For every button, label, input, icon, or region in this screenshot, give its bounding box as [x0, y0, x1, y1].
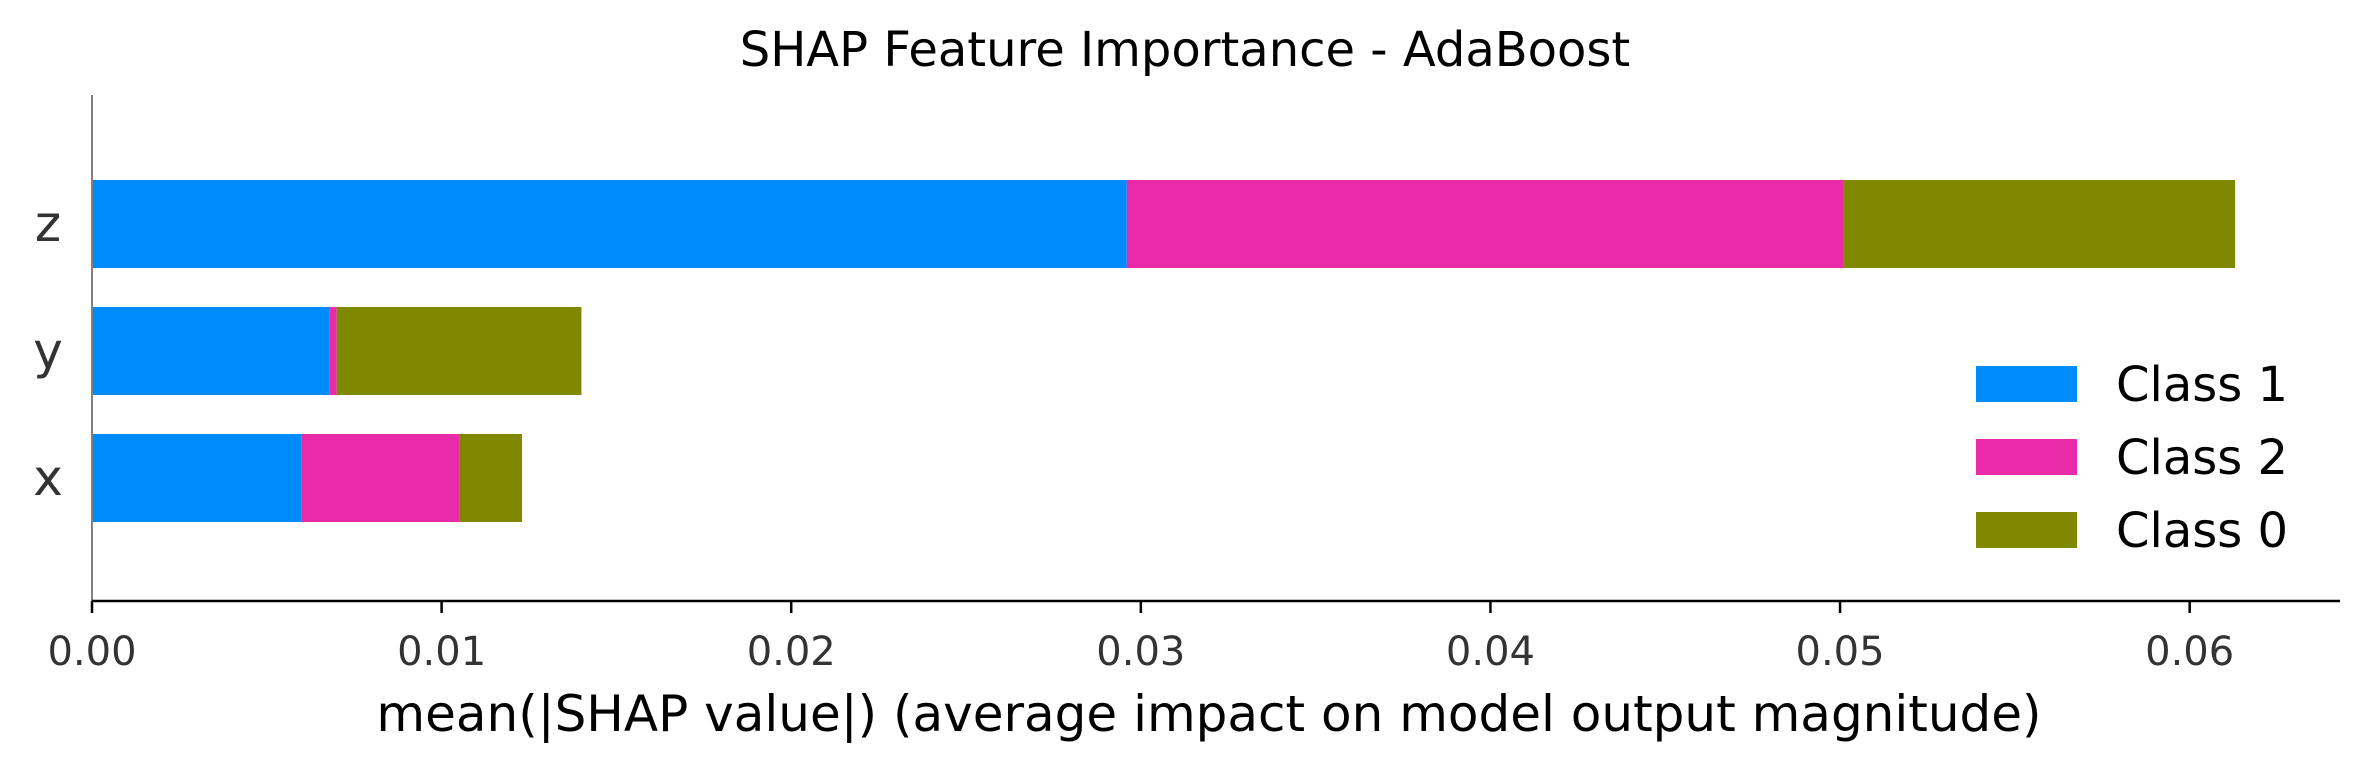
- y-tick-label: y: [33, 322, 63, 380]
- legend-swatch: [1976, 439, 2077, 475]
- bar-y-class-0: [336, 307, 582, 395]
- y-tick-label: z: [35, 195, 61, 253]
- chart-title: SHAP Feature Importance - AdaBoost: [740, 22, 1631, 78]
- x-tick-label: 0.05: [1796, 629, 1885, 675]
- x-tick-label: 0.02: [747, 629, 836, 675]
- bars-layer: [92, 180, 2236, 522]
- legend-label: Class 2: [2116, 430, 2288, 486]
- bar-y-class-2: [329, 307, 337, 395]
- legend: Class 1 Class 2 Class 0: [1976, 357, 2288, 559]
- x-axis-label: mean(|SHAP value|) (average impact on mo…: [376, 685, 2041, 743]
- bar-z-class-1: [92, 180, 1127, 268]
- x-tick-label: 0.03: [1096, 629, 1185, 675]
- x-tick-label: 0.00: [47, 629, 136, 675]
- y-tick-label: x: [33, 449, 63, 507]
- legend-swatch: [1976, 366, 2077, 402]
- legend-swatch: [1976, 512, 2077, 548]
- legend-label: Class 1: [2116, 357, 2288, 413]
- legend-label: Class 0: [2116, 503, 2288, 559]
- bar-x-class-1: [92, 434, 302, 522]
- x-tick-label: 0.04: [1446, 629, 1535, 675]
- bar-x-class-0: [459, 434, 523, 522]
- x-tick-label: 0.01: [397, 629, 486, 675]
- bar-z-class-0: [1843, 180, 2236, 268]
- bar-z-class-2: [1126, 180, 1844, 268]
- axes-layer: 0.00 0.01 0.02 0.03 0.04 0.05 0.06 z y x: [33, 95, 2340, 675]
- x-tick-label: 0.06: [2145, 629, 2234, 675]
- bar-x-class-2: [301, 434, 460, 522]
- bar-y-class-1: [92, 307, 330, 395]
